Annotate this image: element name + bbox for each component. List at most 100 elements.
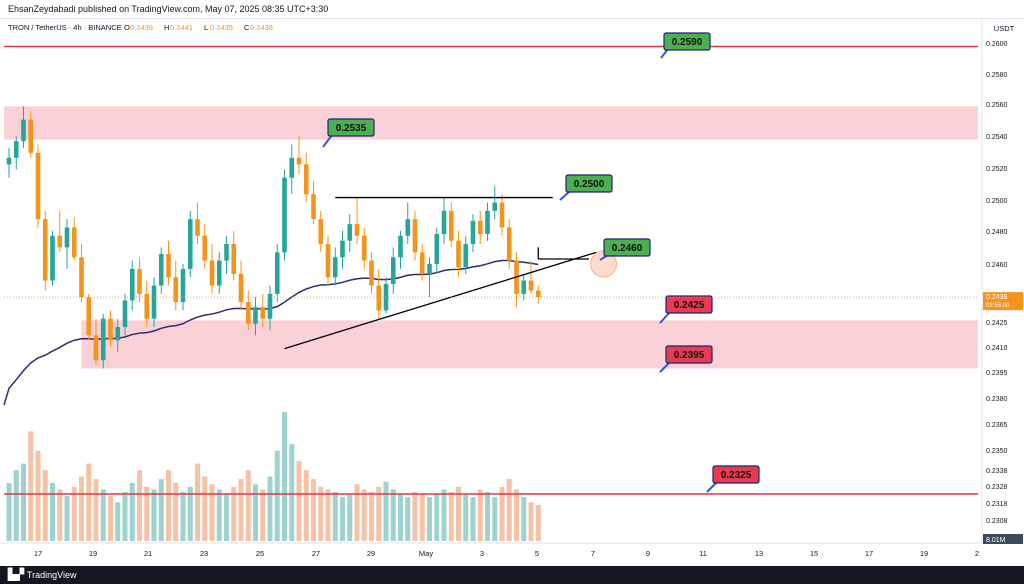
y-axis-tick-label: 0.2425	[986, 320, 1008, 327]
volume-bar	[57, 489, 63, 541]
x-axis-tick-label: 13	[755, 549, 763, 558]
volume-bar	[398, 494, 403, 541]
volume-bar	[390, 489, 396, 541]
candle-body	[296, 157, 302, 165]
symbol-legend-part: C	[244, 23, 250, 32]
candle-body	[477, 220, 483, 235]
candle-body	[129, 268, 135, 301]
footer-bar: ▙▞ TradingView	[0, 566, 1024, 584]
candle-body	[332, 257, 338, 278]
volume-bar	[289, 444, 295, 541]
volume-bar	[325, 489, 331, 541]
volume-bar	[499, 486, 505, 541]
x-axis-tick-label: 3	[480, 549, 484, 558]
supply-demand-zone-0	[4, 106, 978, 140]
current-price-value: 0.2438	[986, 294, 1008, 301]
x-axis-tick-label: 27	[312, 549, 320, 558]
price-label-box	[665, 295, 713, 314]
published-header: EhsanZeydabadi published on TradingView.…	[0, 0, 1024, 19]
volume-bar	[427, 497, 432, 541]
candle-body	[151, 285, 157, 319]
price-label-box	[327, 118, 375, 137]
volume-bar	[144, 486, 150, 541]
volume-bar	[115, 502, 121, 541]
callout-arrow	[659, 311, 671, 324]
volume-bar	[93, 479, 99, 541]
price-label-text: 0.2395	[674, 350, 705, 361]
candle-body	[209, 260, 215, 286]
price-label-text: 0.2500	[574, 179, 605, 190]
volume-bar	[245, 470, 251, 541]
volume-bar	[64, 495, 70, 541]
volume-bar	[195, 463, 200, 541]
candle-body	[412, 219, 418, 253]
volume-bar	[485, 491, 490, 541]
footer-brand[interactable]: ▙▞ TradingView	[8, 568, 76, 581]
volume-bar	[470, 497, 476, 541]
candle-body	[50, 235, 55, 281]
candle-body	[398, 235, 403, 258]
candle-body	[485, 210, 490, 235]
volume-bar	[224, 494, 229, 541]
price-label-box	[565, 174, 613, 193]
y-axis-tick-label: 0.2318	[986, 501, 1008, 508]
volume-bar	[521, 497, 527, 541]
axis-currency: USDT	[994, 24, 1015, 33]
price-label-text: 0.2425	[674, 300, 705, 311]
volume-bar	[448, 491, 454, 541]
y-axis-tick-label: 0.2520	[986, 166, 1008, 173]
volume-bar	[108, 495, 113, 541]
candle-body	[361, 235, 367, 261]
volume-tag	[983, 534, 1023, 544]
price-label-box	[665, 345, 713, 364]
volume-bar	[137, 470, 142, 541]
candle-body	[528, 280, 534, 291]
volume-bar	[86, 463, 92, 541]
y-axis-tick-label: 0.2395	[986, 370, 1008, 377]
volume-bar	[492, 497, 498, 541]
volume-bar	[354, 484, 360, 541]
price-label-text: 0.2590	[672, 37, 703, 48]
chart-canvas[interactable]: 0.2590 0.2535 0.2500 0.2460 0.2425 0.2395 0.23…	[0, 0, 1024, 566]
candle-body	[13, 141, 19, 158]
x-axis-tick-label: 9	[646, 549, 650, 558]
current-price-countdown: 03:55:00	[986, 303, 1010, 309]
symbol-legend-part: TRON / TetherUS · 4h · BINANCE	[8, 23, 122, 32]
x-axis-tick-label: 5	[535, 549, 539, 558]
candle-body	[311, 194, 316, 220]
symbol-legend-part: 0.2441	[170, 23, 193, 32]
candle-body	[470, 220, 476, 245]
volume-bar	[13, 470, 19, 541]
candle-body	[274, 252, 280, 294]
volume-bar	[412, 491, 418, 541]
volume-bar	[6, 482, 12, 541]
candle-body	[180, 268, 186, 303]
price-label-text: 0.2535	[336, 123, 367, 134]
volume-bar	[514, 489, 519, 541]
candle-body	[354, 224, 360, 236]
volume-bar	[129, 482, 135, 541]
triangle-support-line	[284, 251, 597, 350]
y-axis-tick-label: 0.2560	[986, 102, 1008, 109]
symbol-legend-part: 0.2435	[210, 23, 233, 32]
candle-body	[369, 260, 374, 286]
y-axis-tick-label: 0.2460	[986, 262, 1008, 269]
y-axis-tick-label: 0.2580	[986, 72, 1008, 79]
candle-body	[427, 263, 432, 274]
volume-bar	[238, 479, 244, 541]
y-axis-tick-label: 0.2410	[986, 345, 1008, 352]
candle-body	[390, 257, 396, 284]
y-axis-tick-label: 0.2338	[986, 468, 1008, 475]
callout-arrow	[322, 134, 333, 148]
candle-body	[42, 219, 48, 281]
volume-bar	[463, 494, 469, 541]
candle-body	[289, 157, 295, 178]
candle-body	[340, 240, 345, 258]
y-axis-tick-label: 0.2365	[986, 422, 1008, 429]
candle-body	[137, 268, 142, 294]
price-label-box	[603, 238, 651, 257]
candle-body	[419, 252, 425, 274]
candle-body	[195, 219, 200, 236]
y-axis-tick-label: 0.2540	[986, 134, 1008, 141]
candle-body	[260, 307, 266, 319]
